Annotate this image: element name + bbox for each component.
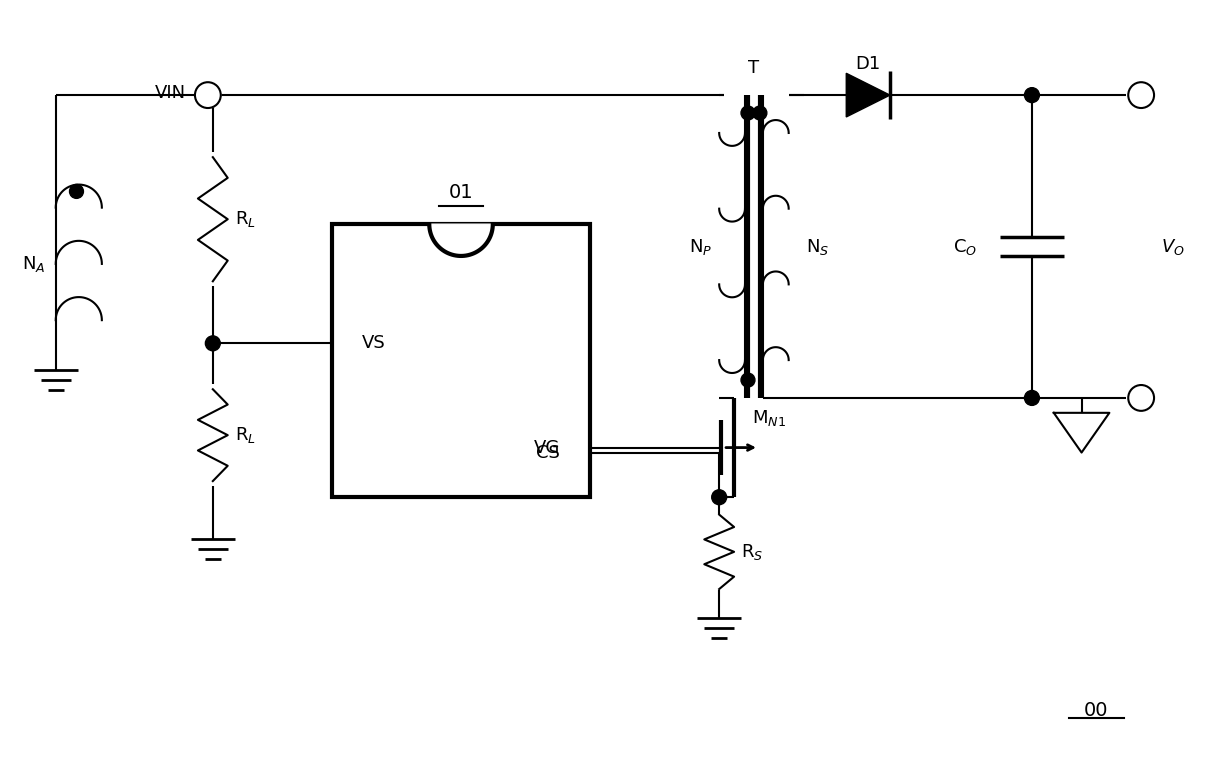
Text: C$_O$: C$_O$ (953, 237, 977, 257)
Circle shape (1025, 391, 1039, 405)
Text: 00: 00 (1084, 701, 1109, 720)
Text: R$_S$: R$_S$ (741, 541, 763, 562)
Text: V$_O$: V$_O$ (1161, 237, 1184, 257)
Circle shape (741, 373, 754, 387)
Circle shape (741, 106, 754, 120)
Circle shape (69, 184, 84, 198)
Polygon shape (846, 73, 890, 117)
Text: 01: 01 (449, 184, 474, 202)
Text: CS: CS (536, 443, 561, 461)
Text: N$_A$: N$_A$ (22, 254, 46, 274)
Circle shape (1129, 385, 1154, 411)
Text: N$_S$: N$_S$ (805, 237, 830, 257)
Circle shape (712, 490, 727, 505)
Circle shape (1129, 82, 1154, 108)
Text: M$_{N1}$: M$_{N1}$ (752, 408, 786, 428)
Bar (332, 224, 590, 497)
Text: R$_L$: R$_L$ (235, 425, 256, 445)
Text: VIN: VIN (155, 84, 186, 102)
Text: T: T (748, 59, 759, 77)
Text: R$_L$: R$_L$ (235, 209, 256, 230)
Text: N$_P$: N$_P$ (689, 237, 712, 257)
Circle shape (1025, 88, 1039, 103)
Text: VS: VS (362, 335, 385, 352)
Circle shape (753, 106, 767, 120)
Text: D1: D1 (855, 55, 880, 73)
Polygon shape (429, 224, 493, 256)
Circle shape (195, 82, 220, 108)
Text: VG: VG (534, 439, 561, 457)
Circle shape (206, 336, 220, 351)
